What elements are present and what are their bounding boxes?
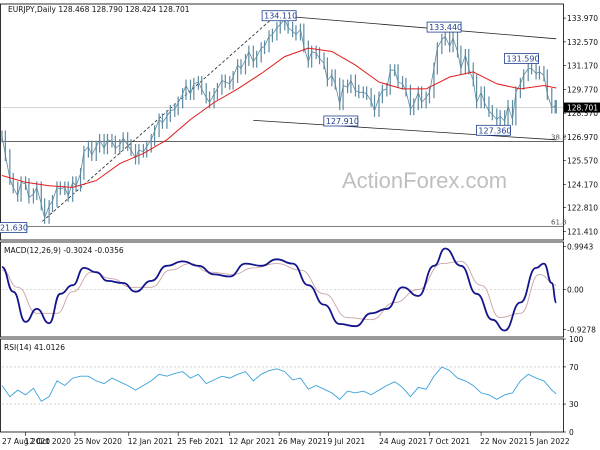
price-label-box	[323, 115, 359, 127]
price-y-tick-label: 122.810	[567, 204, 598, 213]
watermark: ActionForex.com	[342, 168, 507, 193]
x-tick-label: 7 Oct 2021	[428, 437, 470, 446]
price-label-box	[476, 124, 511, 136]
x-tick-label: 24 Aug 2021	[379, 437, 427, 446]
price-label-box	[261, 10, 297, 22]
rsi-line	[1, 366, 557, 402]
macd-y-tick-label: -0.9278	[567, 326, 596, 335]
x-tick-label: 5 Jan 2022	[529, 437, 569, 446]
current-price-box	[564, 102, 600, 113]
price-panel-frame	[0, 3, 564, 241]
x-tick-label: 12 Oct 2020	[25, 437, 72, 446]
price-label: 133.440	[429, 23, 462, 32]
price-y-tick-label: 126.970	[567, 133, 598, 142]
price-y-tick-label: 121.410	[567, 227, 598, 236]
price-label-box	[0, 222, 28, 234]
macd-y-tick-label: 0.00	[567, 286, 584, 295]
price-line	[1, 18, 557, 220]
macd-label: MACD(12,26,9) -0.3024 -0.0356	[4, 246, 124, 255]
channel-upper-line	[279, 15, 557, 40]
rsi-y-tick-label: 70	[569, 363, 579, 372]
current-price-label: 128.701	[567, 104, 598, 113]
macd-line	[1, 247, 558, 332]
price-label: 131.590	[506, 55, 539, 64]
x-tick-label: 12 Jan 2021	[128, 437, 173, 446]
x-tick-label: 27 Aug 2020	[2, 437, 50, 446]
x-tick-label: 25 Feb 2021	[177, 437, 224, 446]
price-label: 127.360	[478, 126, 511, 135]
rsi-label: RSI(14) 41.0126	[4, 343, 65, 352]
price-label-box	[504, 53, 539, 64]
moving-average-line	[1, 47, 557, 188]
rsi-y-tick-label: 100	[569, 335, 584, 344]
price-label: 134.110	[264, 12, 297, 21]
price-y-tick-label: 131.170	[567, 62, 598, 71]
x-tick-label: 22 Nov 2021	[480, 437, 528, 446]
price-label-box	[426, 21, 462, 33]
fib-label: 38.2	[551, 134, 567, 142]
price-y-tick-label: 125.570	[567, 157, 598, 166]
price-label: 127.910	[326, 117, 359, 126]
rsi-y-tick-label: 30	[569, 400, 579, 409]
chart-header: EURJPY,Daily 128.468 128.790 128.424 128…	[8, 5, 190, 14]
x-tick-label: 9 Jul 2021	[328, 437, 366, 446]
rsi-y-tick-label: 0	[569, 428, 574, 437]
macd-y-tick-label: 0.9943	[567, 243, 593, 252]
x-tick-label: 25 Nov 2020	[74, 437, 122, 446]
fib-label: 61.8	[551, 218, 567, 226]
x-tick-label: 26 May 2021	[278, 437, 327, 446]
support-trend-line	[42, 18, 273, 222]
rsi-panel-frame	[0, 338, 564, 433]
price-y-tick-label: 128.370	[567, 109, 598, 118]
channel-lower-line	[253, 119, 557, 141]
price-y-tick-label: 124.170	[567, 180, 598, 189]
x-tick-label: 12 Apr 2021	[229, 437, 276, 446]
price-y-tick-label: 129.770	[567, 85, 598, 94]
price-y-tick-label: 132.570	[567, 38, 598, 47]
price-y-tick-label: 133.970	[567, 14, 598, 23]
price-label: 121.630	[0, 224, 28, 233]
